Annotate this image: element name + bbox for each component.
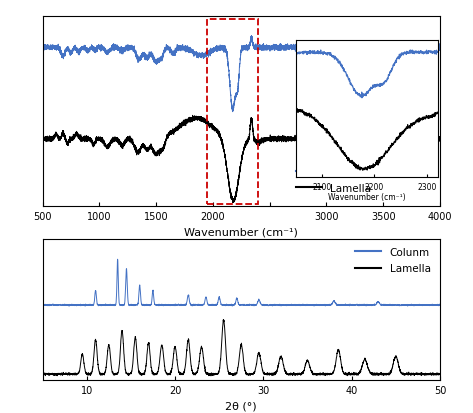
- Legend: Colunm, Lamella: Colunm, Lamella: [291, 163, 375, 197]
- Bar: [207, 20, 258, 205]
- X-axis label: 2θ (°): 2θ (°): [226, 400, 257, 410]
- Text: (a): (a): [233, 241, 250, 254]
- Legend: Colunm, Lamella: Colunm, Lamella: [351, 243, 435, 278]
- X-axis label: Wavenumber (cm⁻¹): Wavenumber (cm⁻¹): [328, 193, 405, 202]
- X-axis label: Wavenumber (cm⁻¹): Wavenumber (cm⁻¹): [184, 227, 298, 237]
